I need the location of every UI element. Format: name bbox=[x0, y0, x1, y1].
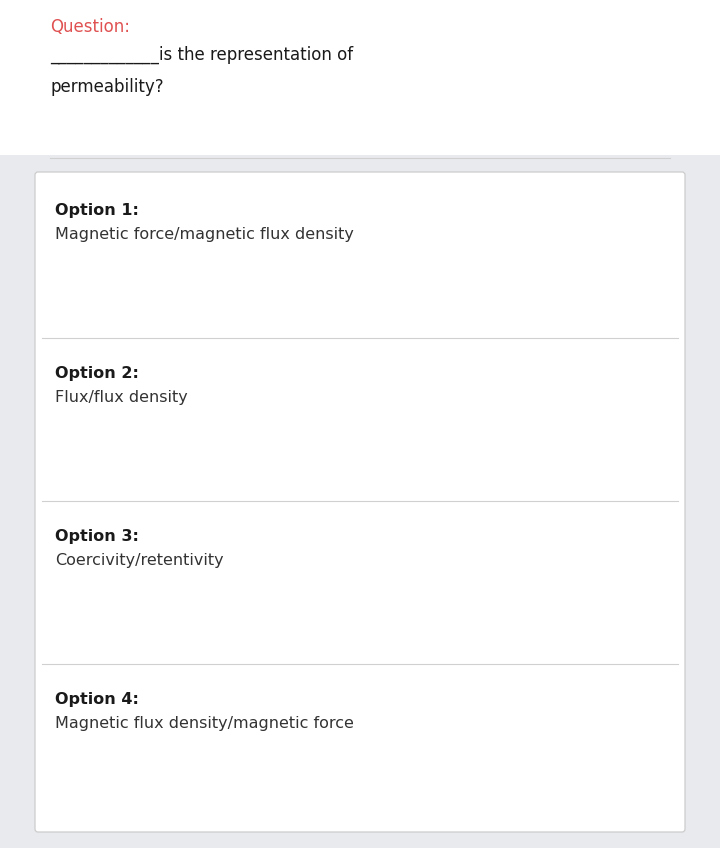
FancyBboxPatch shape bbox=[35, 172, 685, 832]
Text: Option 1:: Option 1: bbox=[55, 203, 139, 218]
Text: Option 4:: Option 4: bbox=[55, 692, 139, 707]
Text: permeability?: permeability? bbox=[50, 78, 163, 96]
Text: Flux/flux density: Flux/flux density bbox=[55, 390, 188, 405]
Text: Coercivity/retentivity: Coercivity/retentivity bbox=[55, 553, 224, 568]
Text: Magnetic flux density/magnetic force: Magnetic flux density/magnetic force bbox=[55, 716, 354, 731]
Text: Question:: Question: bbox=[50, 18, 130, 36]
Text: Option 3:: Option 3: bbox=[55, 529, 139, 544]
FancyBboxPatch shape bbox=[0, 0, 720, 155]
Text: Option 2:: Option 2: bbox=[55, 366, 139, 381]
Text: Magnetic force/magnetic flux density: Magnetic force/magnetic flux density bbox=[55, 227, 354, 242]
Text: _____________is the representation of: _____________is the representation of bbox=[50, 46, 353, 64]
